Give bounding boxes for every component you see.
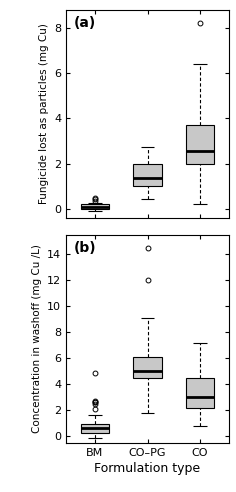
Y-axis label: Fungicide lost as particles (mg Cu): Fungicide lost as particles (mg Cu) bbox=[38, 24, 49, 204]
Bar bbox=[80, 424, 110, 433]
Bar bbox=[133, 357, 162, 378]
Text: (a): (a) bbox=[74, 16, 97, 30]
Text: (b): (b) bbox=[74, 241, 97, 255]
Bar bbox=[185, 378, 215, 408]
Bar bbox=[133, 164, 162, 186]
Bar bbox=[80, 204, 110, 209]
Y-axis label: Concentration in washoff (mg Cu /L): Concentration in washoff (mg Cu /L) bbox=[32, 245, 42, 433]
X-axis label: Formulation type: Formulation type bbox=[94, 462, 201, 475]
Bar bbox=[185, 125, 215, 164]
